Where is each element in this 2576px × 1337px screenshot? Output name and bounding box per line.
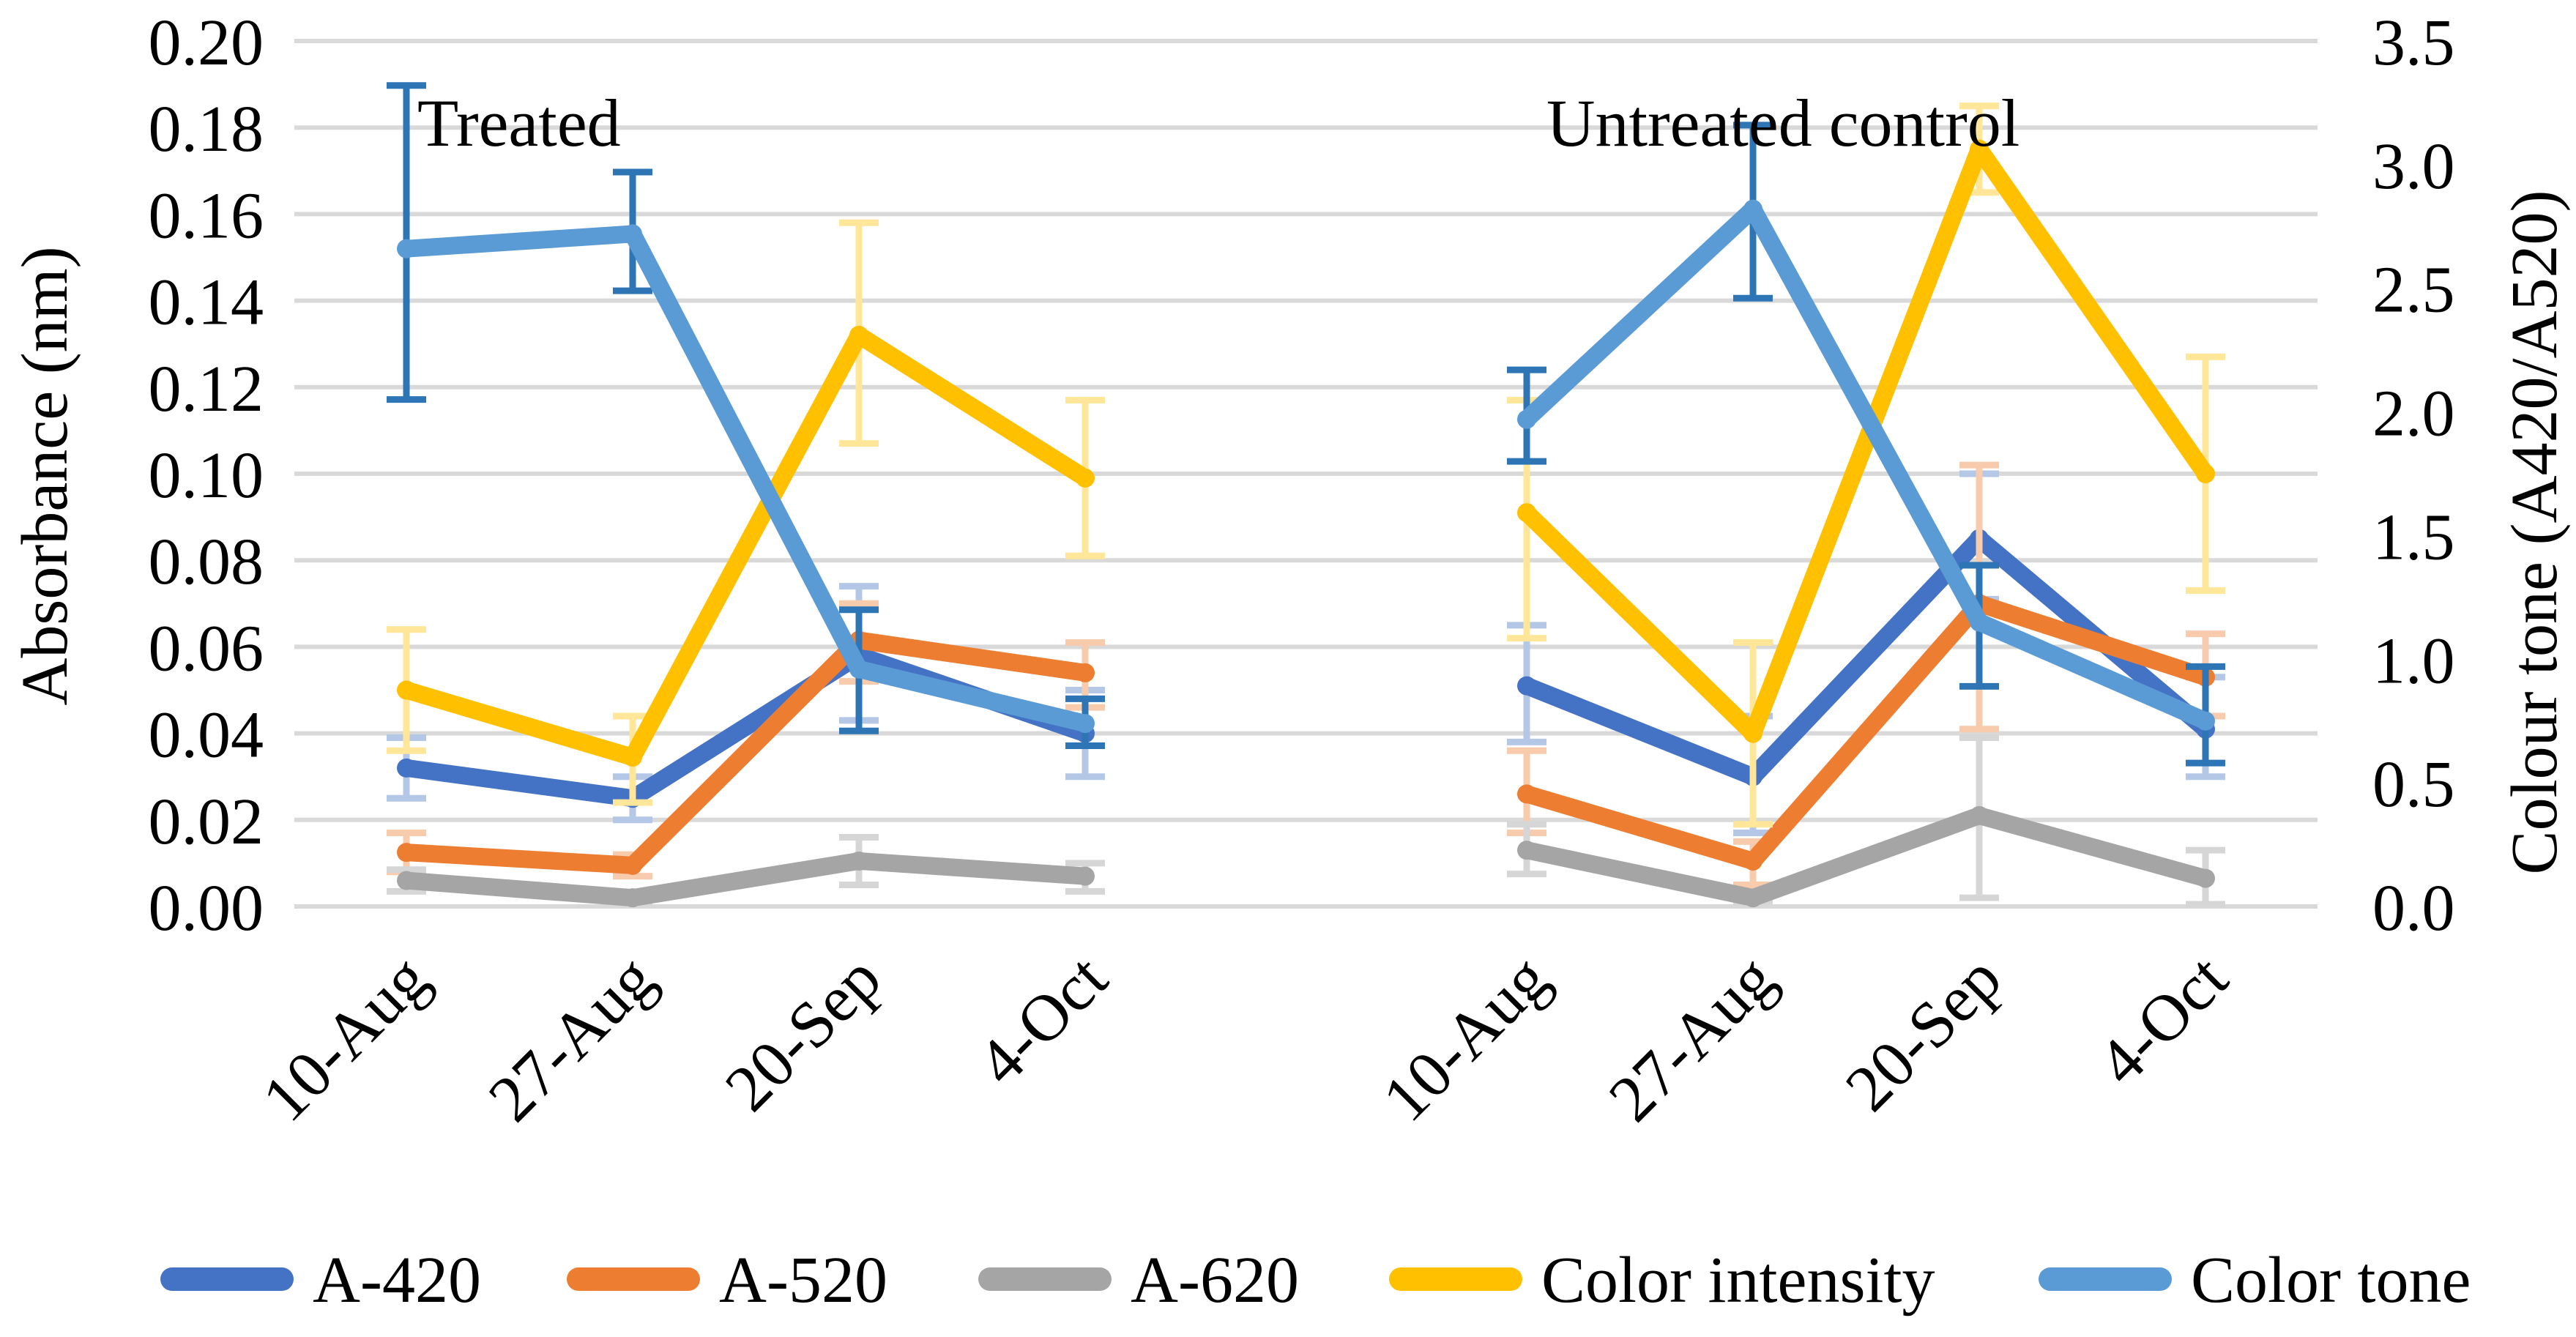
right-axis-tick-label: 3.0 xyxy=(2372,130,2455,203)
x-axis-category-label: 10-Aug xyxy=(249,942,442,1135)
data-line xyxy=(1518,140,2214,742)
left-axis-tick-label: 0.06 xyxy=(149,612,264,685)
x-axis-category-label: 27-Aug xyxy=(1596,942,1789,1135)
legend-item-a-520: A-520 xyxy=(567,1244,887,1316)
left-axis-tick-label: 0.14 xyxy=(149,267,264,339)
left-axis-tick-label: 0.00 xyxy=(149,872,264,945)
left-axis-tick-label: 0.02 xyxy=(149,786,264,858)
legend: A-420 A-520 A-620 Color intensity Color tone xyxy=(160,1244,2471,1316)
right-axis-tick-label: 2.0 xyxy=(2372,378,2455,450)
data-point xyxy=(1076,866,1095,886)
data-point xyxy=(849,325,868,345)
data-point xyxy=(397,871,416,890)
legend-label: A-620 xyxy=(1131,1244,1299,1316)
legend-label: A-520 xyxy=(719,1244,887,1316)
legend-label: Color tone xyxy=(2191,1244,2471,1316)
data-line xyxy=(1518,806,2214,907)
legend-label: Color intensity xyxy=(1541,1244,1935,1316)
left-axis-tick-label: 0.10 xyxy=(149,439,264,512)
data-point xyxy=(623,855,642,875)
data-point xyxy=(849,851,868,871)
right-axis-title: Colour tone (A420/A520) xyxy=(2498,190,2571,875)
x-axis-category-label: 20-Sep xyxy=(712,942,895,1125)
data-point xyxy=(849,659,868,679)
data-point xyxy=(1743,888,1762,908)
data-point xyxy=(1517,503,1536,523)
data-point xyxy=(397,680,416,700)
left-axis-title: Absorbance (nm) xyxy=(9,246,81,706)
left-axis-tick-label: 0.04 xyxy=(149,699,264,772)
data-point xyxy=(1517,409,1536,429)
x-axis-category-label: 10-Aug xyxy=(1369,942,1563,1135)
right-axis-tick-label: 0.5 xyxy=(2372,748,2455,821)
data-line xyxy=(398,326,1094,767)
data-point xyxy=(2196,464,2215,483)
right-axis-tick-label: 1.5 xyxy=(2372,501,2455,573)
legend-item-a-620: A-620 xyxy=(978,1244,1299,1316)
data-line xyxy=(398,852,1094,907)
series-color-tone xyxy=(387,82,2225,767)
left-axis-tick-label: 0.16 xyxy=(149,179,264,252)
series-a-620 xyxy=(387,734,2225,908)
annotation-untreated-control: Untreated control xyxy=(1546,86,2020,160)
x-axis-category-label: 20-Sep xyxy=(1832,942,2015,1125)
data-point xyxy=(397,239,416,258)
data-point xyxy=(623,888,642,908)
data-point xyxy=(1517,841,1536,860)
data-point xyxy=(623,224,642,244)
data-point xyxy=(1743,723,1762,743)
gridlines xyxy=(294,39,2318,909)
right-axis-tick-label: 2.5 xyxy=(2372,254,2455,327)
right-axis-tick-label: 1.0 xyxy=(2372,625,2455,697)
left-axis-tick-label: 0.08 xyxy=(149,526,264,598)
right-axis-tick-label: 0.0 xyxy=(2372,872,2455,945)
data-line xyxy=(398,225,1094,733)
data-point xyxy=(2196,868,2215,888)
data-point xyxy=(1743,851,1762,871)
data-line xyxy=(1518,595,2214,870)
series-a-420 xyxy=(387,470,2225,837)
left-axis-tick-label: 0.20 xyxy=(149,7,264,79)
x-axis-category-label: 4-Oct xyxy=(2084,942,2241,1099)
left-axis-tick-labels: 0.00 0.02 0.04 0.06 0.08 0.10 0.12 0.14 0.16 0.18… xyxy=(149,7,264,945)
data-point xyxy=(1076,663,1095,682)
data-point xyxy=(2196,711,2215,731)
data-line xyxy=(398,631,1094,874)
left-axis-tick-label: 0.12 xyxy=(149,353,264,425)
data-point xyxy=(1970,612,1989,632)
data-line xyxy=(1518,200,2214,730)
series-color-intensity xyxy=(387,103,2225,828)
legend-item-color-intensity: Color intensity xyxy=(1389,1244,1935,1316)
data-point xyxy=(1076,468,1095,488)
x-axis-category-label: 4-Oct xyxy=(964,942,1121,1099)
data-point xyxy=(397,843,416,863)
data-point xyxy=(1970,139,1989,159)
data-point xyxy=(397,758,416,778)
data-point xyxy=(1517,676,1536,696)
x-axis-category-label: 27-Aug xyxy=(475,942,669,1135)
data-point xyxy=(1743,199,1762,219)
x-axis-category-labels: 10-Aug 27-Aug 20-Sep 4-Oct 10-Aug 27-Aug 20-Se… xyxy=(249,942,2241,1135)
data-point xyxy=(623,748,642,767)
data-point xyxy=(1970,805,1989,825)
right-axis-tick-label: 3.5 xyxy=(2372,7,2455,79)
legend-label: A-420 xyxy=(313,1244,481,1316)
legend-item-a-420: A-420 xyxy=(160,1244,481,1316)
legend-item-color-tone: Color tone xyxy=(2039,1244,2471,1316)
right-axis-tick-labels: 0.0 0.5 1.0 1.5 2.0 2.5 3.0 3.5 xyxy=(2372,7,2455,945)
annotation-treated: Treated xyxy=(417,86,621,160)
data-point xyxy=(1076,714,1095,734)
left-axis-tick-label: 0.18 xyxy=(149,93,264,165)
data-point xyxy=(1517,784,1536,804)
